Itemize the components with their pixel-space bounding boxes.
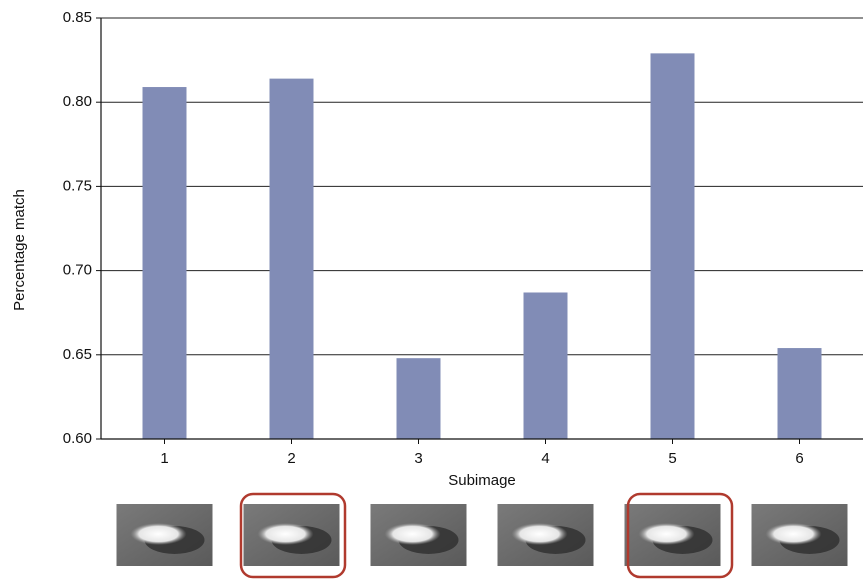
bar — [143, 87, 187, 439]
chart: Subimage Percentage match 0.60 0.65 0.70 0.… — [0, 0, 863, 580]
bar — [397, 358, 441, 439]
x-tick-label: 2 — [287, 450, 295, 467]
x-axis-label: Subimage — [448, 472, 516, 489]
x-tick-label: 3 — [414, 450, 422, 467]
thumbnail-car — [258, 523, 314, 545]
x-tick-label: 4 — [541, 450, 549, 467]
y-axis-label: Percentage match — [11, 189, 28, 311]
thumbnail-car — [131, 523, 187, 545]
x-tick-label: 5 — [668, 450, 676, 467]
bar — [270, 79, 314, 439]
y-tick-label: 0.70 — [63, 262, 92, 279]
thumbnail-car — [385, 523, 441, 545]
thumbnail-car — [766, 523, 822, 545]
thumbnails — [117, 504, 848, 566]
y-tick-label: 0.85 — [63, 9, 92, 26]
page: {"chart_data": {"type": "bar", "x_label"… — [0, 0, 863, 580]
y-tick-label: 0.75 — [63, 177, 92, 194]
thumbnail-car — [639, 523, 695, 545]
bar — [651, 53, 695, 439]
x-tick-label: 1 — [160, 450, 168, 467]
y-tick-label: 0.80 — [63, 93, 92, 110]
y-tick-label: 0.65 — [63, 346, 92, 363]
thumbnail-car — [512, 523, 568, 545]
y-tick-label: 0.60 — [63, 430, 92, 447]
bar — [524, 292, 568, 439]
x-tick-label: 6 — [795, 450, 803, 467]
bar — [778, 348, 822, 439]
